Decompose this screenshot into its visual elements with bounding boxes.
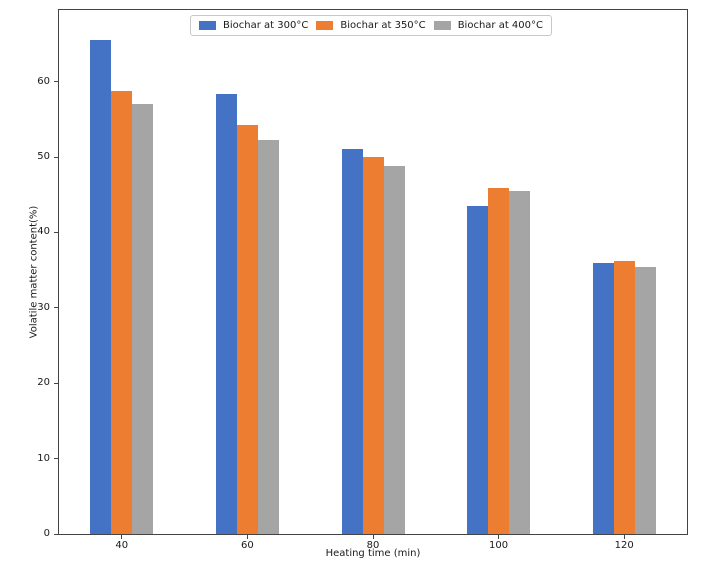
bar [613,261,635,534]
x-tick-mark [246,535,248,539]
y-tick-mark [54,382,58,384]
bar [215,93,237,534]
bar [257,139,279,534]
x-tick-mark [372,535,374,539]
y-tick-mark [54,307,58,309]
y-tick-label: 20 [37,377,50,389]
legend: Biochar at 300°C Biochar at 350°C Biochar … [190,15,552,36]
y-tick-label: 30 [37,301,50,313]
legend-swatch-icon [433,21,451,30]
x-tick-mark [498,535,500,539]
y-tick-mark [54,231,58,233]
y-axis-title: Volatile matter content(%) [28,205,40,339]
bars-layer [59,10,687,534]
y-tick-mark [54,533,58,535]
legend-label: Biochar at 300°C [223,20,309,31]
y-tick-label: 60 [37,75,50,87]
x-tick-label: 120 [614,540,634,551]
x-tick-label: 100 [489,540,509,551]
legend-swatch-icon [316,21,334,30]
legend-item: Biochar at 300°C [199,20,308,31]
bar [236,124,258,534]
x-axis-title: Heating time (min) [325,548,421,559]
x-tick-mark [121,535,123,539]
y-tick-mark [54,458,58,460]
x-tick-label: 80 [366,540,380,551]
bar [383,166,405,534]
legend-swatch-icon [199,21,216,30]
bar [488,187,510,534]
bar [90,40,112,534]
x-tick-label: 40 [115,540,129,551]
bar [362,157,384,534]
bar [132,103,154,534]
y-tick-mark [54,81,58,83]
legend-label: Biochar at 400°C [457,20,543,31]
bar [634,267,656,534]
plot-area [58,9,688,535]
y-tick-label: 40 [37,226,50,238]
y-tick-label: 0 [43,528,50,539]
x-tick-mark [623,535,625,539]
bar [509,190,531,534]
y-tick-label: 10 [37,452,50,464]
bar [592,263,614,534]
bar [341,148,363,534]
legend-label: Biochar at 350°C [340,20,426,31]
bar [467,206,489,534]
legend-item: Biochar at 400°C [433,20,543,31]
x-tick-label: 60 [241,540,254,551]
legend-item: Biochar at 350°C [316,20,426,31]
bar [111,90,133,534]
y-tick-mark [54,156,58,158]
y-tick-label: 50 [37,151,50,163]
